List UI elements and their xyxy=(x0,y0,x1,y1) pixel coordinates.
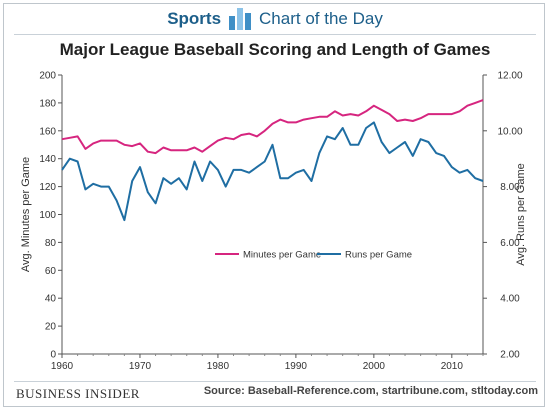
y2-tick-label: 2.00 xyxy=(500,350,520,361)
header-subtitle: Chart of the Day xyxy=(259,9,383,28)
y-tick-label: 40 xyxy=(45,294,57,305)
x-tick-label: 1960 xyxy=(51,361,74,372)
chart-header: Sports Chart of the Day xyxy=(0,6,550,32)
chart-title: Major League Baseball Scoring and Length… xyxy=(59,40,491,59)
chart-of-the-day-icon xyxy=(229,8,252,30)
series-line-runs xyxy=(61,121,484,222)
chart-frame xyxy=(3,3,545,407)
y-tick-label: 200 xyxy=(39,71,56,82)
y2-axis-title: Avg. Runs per Game xyxy=(515,163,527,266)
y2-tick-label: 12.00 xyxy=(497,71,522,82)
header-divider xyxy=(14,34,536,35)
x-tick-label: 2000 xyxy=(363,361,386,372)
x-tick-label: 1990 xyxy=(285,361,308,372)
y2-tick-label: 4.00 xyxy=(500,294,520,305)
x-tick-label: 1970 xyxy=(129,361,152,372)
footer-divider xyxy=(14,381,536,382)
section-label: Sports xyxy=(167,9,222,28)
y-tick-label: 80 xyxy=(45,238,57,249)
y2-tick-label: 8.00 xyxy=(500,182,520,193)
y-tick-label: 0 xyxy=(50,350,56,361)
y-tick-label: 60 xyxy=(45,266,57,277)
y-tick-label: 140 xyxy=(39,154,56,165)
source-note: Source: Baseball-Reference.com, startrib… xyxy=(203,385,538,397)
y-tick-label: 160 xyxy=(39,126,56,137)
y-tick-label: 180 xyxy=(39,98,56,109)
legend-label: Minutes per Game xyxy=(243,250,321,261)
y-tick-label: 20 xyxy=(45,322,57,333)
y-tick-label: 120 xyxy=(39,182,56,193)
x-tick-label: 2010 xyxy=(441,361,464,372)
y-axis-title: Avg. Minutes per Game xyxy=(20,157,32,272)
y2-tick-label: 6.00 xyxy=(500,238,520,249)
y-tick-label: 100 xyxy=(39,210,56,221)
brand-logo: BUSINESS INSIDER xyxy=(16,386,140,401)
series-line-minutes xyxy=(61,99,484,155)
y2-tick-label: 10.00 xyxy=(497,126,522,137)
legend-label: Runs per Game xyxy=(345,250,412,261)
x-tick-label: 1980 xyxy=(207,361,230,372)
